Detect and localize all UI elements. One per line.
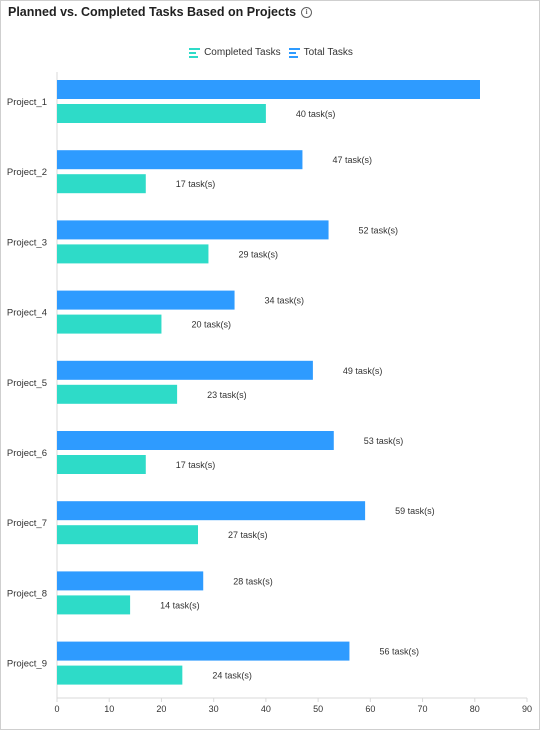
bar-total-project-5[interactable] <box>57 360 313 380</box>
bar-total-project-7[interactable] <box>57 501 366 521</box>
category-label: Project_3 <box>7 237 47 248</box>
bar-total-project-4[interactable] <box>57 290 235 310</box>
legend-label-completed: Completed Tasks <box>204 46 281 58</box>
category-label: Project_1 <box>7 97 47 108</box>
legend-item-total[interactable]: Total Tasks <box>288 44 353 60</box>
bar-completed-project-2[interactable] <box>57 174 146 194</box>
bar-completed-project-6[interactable] <box>57 455 146 474</box>
value-label-total: 28 task(s) <box>233 576 273 586</box>
bar-completed-project-4[interactable] <box>57 314 162 334</box>
title-row: Planned vs. Completed Tasks Based on Pro… <box>8 3 313 21</box>
value-label-completed: 20 task(s) <box>191 320 231 330</box>
value-label-total: 34 task(s) <box>265 296 305 306</box>
bar-total-project-9[interactable] <box>57 641 350 661</box>
value-label-completed: 29 task(s) <box>238 249 278 259</box>
legend: Completed Tasks Total Tasks <box>1 44 540 60</box>
bar-total-project-2[interactable] <box>57 150 303 170</box>
info-icon[interactable]: i <box>301 7 313 18</box>
bar-completed-project-1[interactable] <box>57 104 266 123</box>
x-tick-label: 0 <box>54 704 59 714</box>
x-tick-label: 80 <box>470 704 480 714</box>
x-tick-label: 30 <box>209 704 219 714</box>
legend-bars-icon-completed <box>189 47 201 58</box>
bar-completed-project-9[interactable] <box>57 665 183 685</box>
bar-total-project-1[interactable] <box>57 80 480 99</box>
category-label: Project_7 <box>7 518 47 529</box>
bar-total-project-6[interactable] <box>57 431 334 450</box>
value-label-completed: 14 task(s) <box>160 600 200 610</box>
category-label: Project_4 <box>7 308 47 319</box>
x-tick-label: 20 <box>156 704 166 714</box>
legend-label-total: Total Tasks <box>303 46 353 58</box>
legend-bars-icon-total <box>288 47 300 58</box>
x-tick-label: 50 <box>313 704 323 714</box>
x-tick-label: 70 <box>418 704 428 714</box>
value-label-total: 47 task(s) <box>332 155 372 165</box>
x-tick-label: 90 <box>522 704 532 714</box>
category-label: Project_6 <box>7 448 47 459</box>
x-tick-label: 40 <box>261 704 271 714</box>
value-label-completed: 27 task(s) <box>228 530 268 540</box>
x-tick-label: 10 <box>104 704 114 714</box>
category-label: Project_2 <box>7 167 47 178</box>
value-label-total: 52 task(s) <box>359 225 399 235</box>
value-label-completed: 17 task(s) <box>176 460 216 470</box>
category-label: Project_8 <box>7 588 47 599</box>
bar-completed-project-3[interactable] <box>57 244 209 264</box>
bar-completed-project-5[interactable] <box>57 384 178 404</box>
value-label-total: 53 task(s) <box>364 436 404 446</box>
category-label: Project_9 <box>7 659 47 670</box>
value-label-completed: 40 task(s) <box>296 109 336 119</box>
value-label-total: 59 task(s) <box>395 506 435 516</box>
bar-completed-project-8[interactable] <box>57 595 131 615</box>
x-tick-label: 60 <box>365 704 375 714</box>
bar-completed-project-7[interactable] <box>57 525 198 545</box>
value-label-completed: 17 task(s) <box>176 179 216 189</box>
value-label-total: 56 task(s) <box>379 647 419 657</box>
value-label-completed: 24 task(s) <box>212 671 252 681</box>
value-label-completed: 23 task(s) <box>207 390 247 400</box>
bar-total-project-8[interactable] <box>57 571 204 591</box>
legend-item-completed[interactable]: Completed Tasks <box>189 44 281 60</box>
chart-title: Planned vs. Completed Tasks Based on Pro… <box>8 5 297 19</box>
bar-total-project-3[interactable] <box>57 220 329 240</box>
category-label: Project_5 <box>7 378 47 389</box>
value-label-total: 49 task(s) <box>343 366 383 376</box>
